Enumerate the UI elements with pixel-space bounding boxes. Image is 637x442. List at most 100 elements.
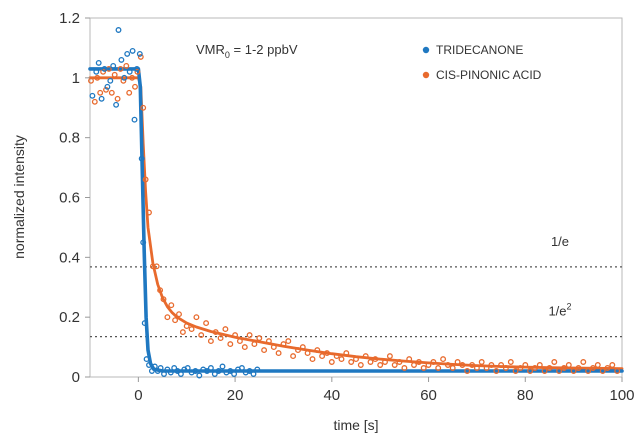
data-point-cis-pinonic-acid [478,359,485,365]
data-point-cis-pinonic-acid [507,359,514,365]
data-point-cis-pinonic-acid [386,353,393,360]
data-point-cis-pinonic-acid [160,296,167,303]
fit-curves [88,67,624,373]
data-point-tridecanone [227,368,234,374]
data-point-cis-pinonic-acid [580,359,587,365]
data-point-cis-pinonic-acid [449,365,456,371]
data-point-tridecanone [95,59,102,66]
data-point-cis-pinonic-acid [134,68,141,75]
data-point-tridecanone [238,365,245,371]
data-point-cis-pinonic-acid [304,350,311,357]
vmr-annotation-subscript: 0 [225,50,230,60]
data-point-tridecanone [254,366,261,373]
data-point-cis-pinonic-acid [556,368,563,374]
data-point-cis-pinonic-acid [575,365,582,371]
data-point-cis-pinonic-acid [120,77,127,84]
threshold-label-0: 1/e [551,234,569,249]
data-point-tridecanone [204,368,210,374]
x-tick-label: 80 [517,387,534,404]
data-point-cis-pinonic-acid [512,368,519,374]
data-point-cis-pinonic-acid [88,77,94,84]
data-point-cis-pinonic-acid [493,368,500,374]
data-point-cis-pinonic-acid [362,353,369,360]
data-point-tridecanone [154,368,161,374]
data-point-cis-pinonic-acid [212,329,219,336]
data-point-cis-pinonic-acid [469,362,476,368]
y-tick-label: 0.8 [59,130,80,147]
data-point-cis-pinonic-acid [140,104,147,111]
legend: TRIDECANONE CIS-PINONIC ACID [422,43,542,82]
data-point-cis-pinonic-acid [103,86,109,93]
data-point-tridecanone [107,77,114,84]
legend-marker-tridecanone [422,46,430,54]
data-point-cis-pinonic-acid [275,350,282,357]
data-point-tridecanone [250,371,257,377]
data-point-cis-pinonic-acid [114,95,121,102]
data-point-tridecanone [146,362,152,368]
data-point-cis-pinonic-acid [517,365,524,371]
data-point-cis-pinonic-acid [425,362,432,368]
data-point-cis-pinonic-acid [280,341,287,348]
data-point-cis-pinonic-acid [285,338,292,345]
x-tick-label: 20 [227,387,244,404]
data-point-cis-pinonic-acid [590,365,596,371]
data-point-tridecanone [157,365,164,371]
data-point-tridecanone [124,50,131,57]
data-point-cis-pinonic-acid [527,368,534,374]
data-point-cis-pinonic-acid [251,341,258,348]
legend-label-cis-pinonic-acid: CIS-PINONIC ACID [436,68,542,82]
data-point-cis-pinonic-acid [236,338,243,345]
data-point-tridecanone [171,365,178,371]
data-point-cis-pinonic-acid [241,344,248,351]
data-point-cis-pinonic-acid [551,359,558,365]
data-point-cis-pinonic-acid [348,359,355,365]
y-axis-label: normalized intensity [11,135,27,259]
vmr-annotation: VMR0 = 1-2 ppbV [196,42,298,60]
data-point-tridecanone [215,368,222,374]
data-point-cis-pinonic-acid [188,326,195,333]
data-point-tridecanone [219,363,226,370]
data-point-cis-pinonic-acid [97,89,104,96]
data-point-tridecanone [167,369,174,376]
data-point-cis-pinonic-acid [227,341,234,348]
data-point-cis-pinonic-acid [309,356,316,363]
y-axis-ticks: 0 0.2 0.4 0.6 0.8 1 1.2 [59,10,90,386]
data-point-tridecanone [192,368,199,374]
data-point-tridecanone [143,356,150,363]
data-point-cis-pinonic-acid [444,362,451,368]
data-point-tridecanone [133,65,140,72]
data-point-cis-pinonic-acid [483,365,490,371]
data-point-cis-pinonic-acid [367,359,374,365]
y-tick-label: 1 [72,70,80,87]
threshold-lines: 1/e 1/e2 [90,234,622,338]
data-point-cis-pinonic-acid [132,83,138,90]
data-point-tridecanone [141,320,148,327]
data-point-cis-pinonic-acid [111,71,118,78]
data-point-cis-pinonic-acid [599,368,606,374]
data-point-tridecanone [93,68,100,75]
data-point-cis-pinonic-acid [430,359,437,365]
data-point-cis-pinonic-acid [179,329,186,336]
data-point-cis-pinonic-acid [100,68,107,75]
data-point-cis-pinonic-acid [261,347,268,354]
data-point-cis-pinonic-acid [391,362,398,368]
data-point-tridecanone [136,50,143,57]
data-point-tridecanone [129,47,136,54]
data-point-cis-pinonic-acid [396,359,403,365]
data-point-cis-pinonic-acid [531,365,538,371]
data-point-cis-pinonic-acid [137,53,144,60]
data-point-cis-pinonic-acid [415,359,422,365]
data-point-cis-pinonic-acid [149,263,156,270]
data-point-cis-pinonic-acid [420,365,427,371]
data-point-cis-pinonic-acid [473,365,480,371]
data-point-tridecanone [164,366,171,373]
data-point-tridecanone [231,371,238,377]
data-point-cis-pinonic-acid [377,362,384,368]
data-point-cis-pinonic-acid [265,338,272,345]
data-point-cis-pinonic-acid [435,365,442,371]
data-point-cis-pinonic-acid [536,362,543,368]
y-tick-label: 0.6 [59,190,80,207]
data-point-tridecanone [140,239,147,246]
data-point-cis-pinonic-acid [594,362,601,368]
data-point-cis-pinonic-acid [401,365,408,371]
